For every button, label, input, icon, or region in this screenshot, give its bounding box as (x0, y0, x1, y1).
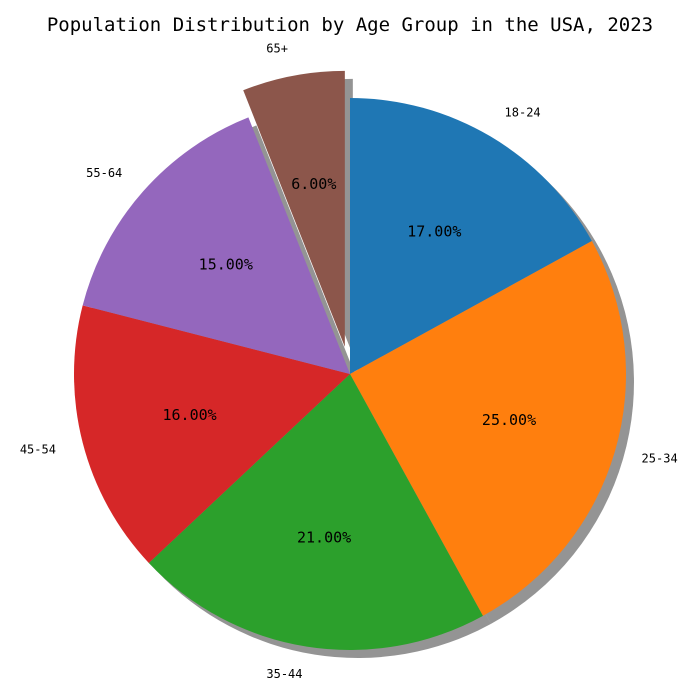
pie-category-label-35-44: 35-44 (266, 667, 302, 681)
pie-label-layer: 17.00% 18-24 25.00% 25-34 21.00% 35-44 16.00% 4… (20, 42, 678, 681)
pie-slice-18-24 (350, 98, 592, 374)
pie-value-label-25-34: 25.00% (482, 411, 536, 429)
pie-slice-25-34 (350, 241, 626, 616)
pie-value-label-45-54: 16.00% (163, 406, 217, 424)
pie-slice-layer (73, 70, 626, 651)
pie-slice-45-54 (73, 305, 351, 563)
pie-category-label-18-24: 18-24 (505, 106, 541, 120)
pie-category-label-45-54: 45-54 (20, 443, 56, 457)
pie-category-label-65-: 65+ (266, 42, 288, 56)
pie-value-label-35-44: 21.00% (297, 529, 351, 547)
pie-slice-65- (243, 70, 345, 347)
pie-value-label-55-64: 15.00% (199, 255, 253, 273)
pie-value-label-18-24: 17.00% (407, 222, 461, 240)
pie-category-label-25-34: 25-34 (642, 452, 678, 466)
pie-slice-35-44 (148, 374, 483, 651)
pie-slice-55-64 (82, 117, 351, 374)
pie-category-label-55-64: 55-64 (86, 166, 122, 180)
chart-title: Population Distribution by Age Group in … (46, 14, 654, 36)
pie-value-label-65-: 6.00% (291, 175, 336, 193)
